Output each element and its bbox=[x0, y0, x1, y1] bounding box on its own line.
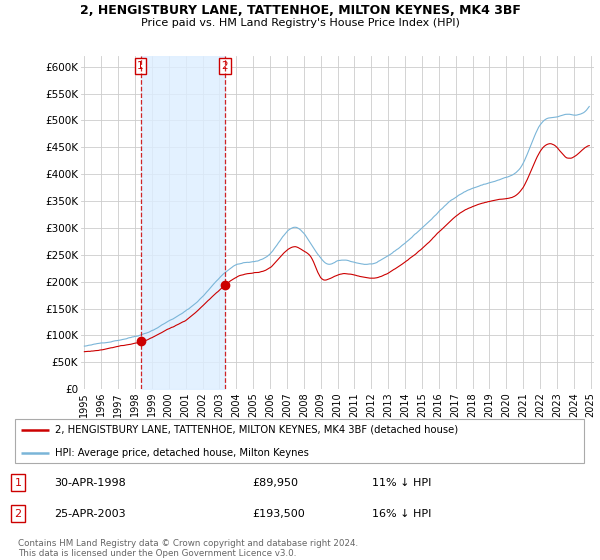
Text: Price paid vs. HM Land Registry's House Price Index (HPI): Price paid vs. HM Land Registry's House … bbox=[140, 18, 460, 28]
Text: 16% ↓ HPI: 16% ↓ HPI bbox=[372, 508, 431, 519]
Text: 2, HENGISTBURY LANE, TATTENHOE, MILTON KEYNES, MK4 3BF: 2, HENGISTBURY LANE, TATTENHOE, MILTON K… bbox=[80, 4, 520, 17]
Text: £89,950: £89,950 bbox=[252, 478, 298, 488]
Text: 25-APR-2003: 25-APR-2003 bbox=[54, 508, 125, 519]
Text: 2, HENGISTBURY LANE, TATTENHOE, MILTON KEYNES, MK4 3BF (detached house): 2, HENGISTBURY LANE, TATTENHOE, MILTON K… bbox=[55, 425, 458, 435]
Text: 30-APR-1998: 30-APR-1998 bbox=[54, 478, 126, 488]
Text: Contains HM Land Registry data © Crown copyright and database right 2024.
This d: Contains HM Land Registry data © Crown c… bbox=[18, 539, 358, 558]
Text: 11% ↓ HPI: 11% ↓ HPI bbox=[372, 478, 431, 488]
Text: 1: 1 bbox=[14, 478, 22, 488]
Text: 2: 2 bbox=[14, 508, 22, 519]
FancyBboxPatch shape bbox=[15, 419, 584, 464]
Text: HPI: Average price, detached house, Milton Keynes: HPI: Average price, detached house, Milt… bbox=[55, 447, 309, 458]
Text: 1: 1 bbox=[137, 61, 144, 71]
Text: 2: 2 bbox=[221, 61, 228, 71]
Text: £193,500: £193,500 bbox=[252, 508, 305, 519]
